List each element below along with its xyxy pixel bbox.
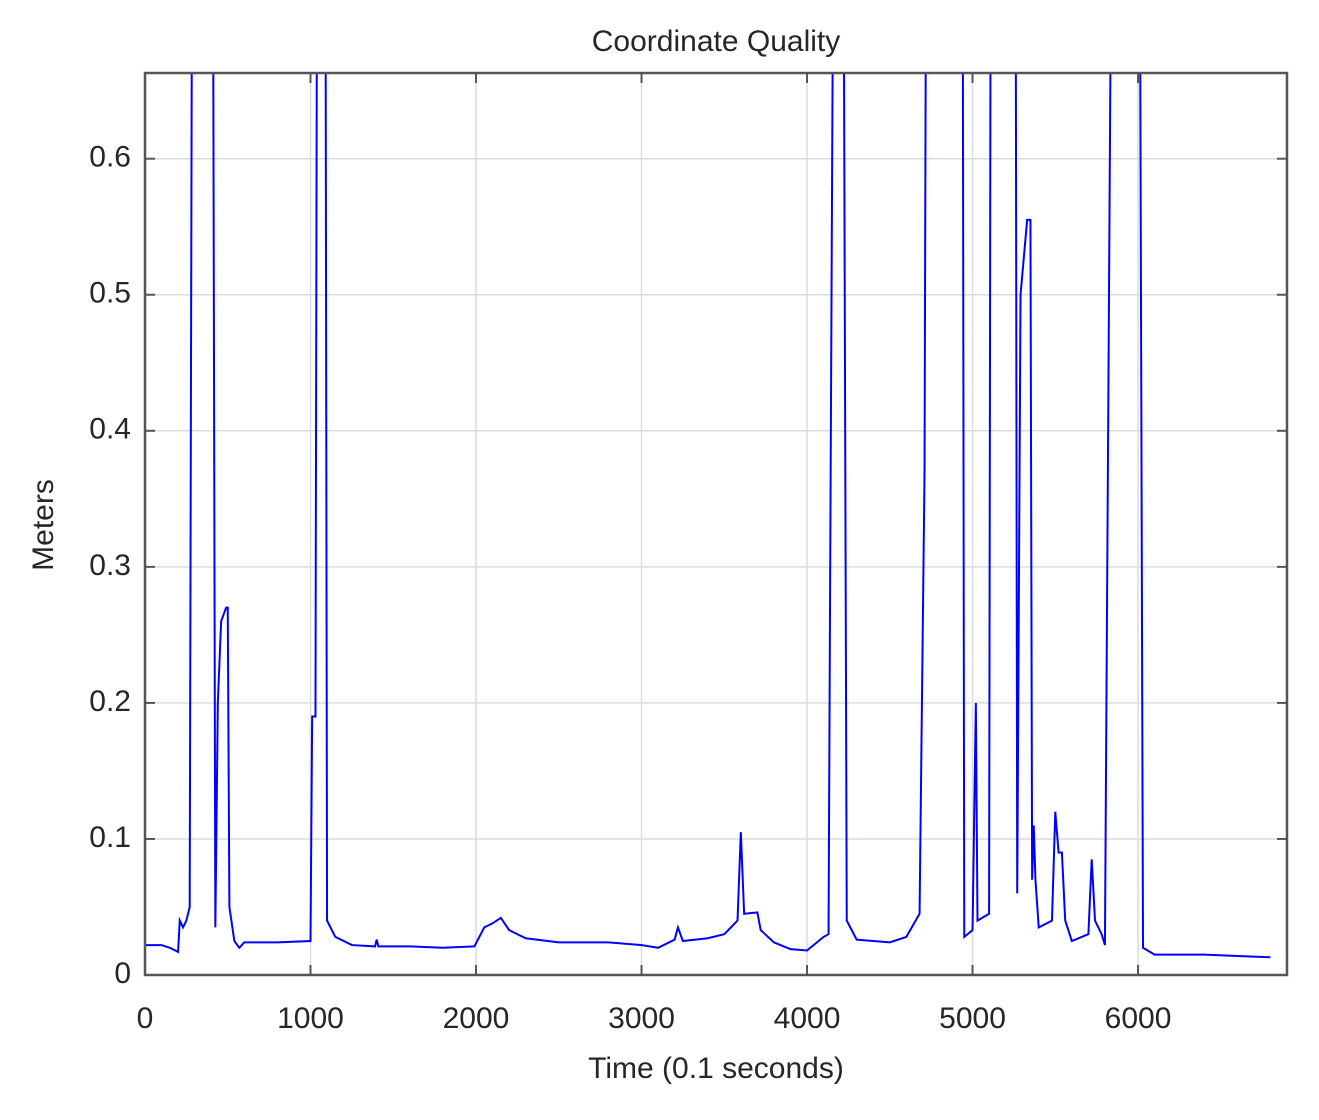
x-tick-label: 0: [137, 1002, 154, 1035]
y-tick-label: 0.3: [89, 549, 131, 582]
y-tick-label: 0.6: [89, 141, 131, 174]
y-tick-label: 0.2: [89, 685, 131, 718]
y-tick-label: 0: [114, 957, 131, 990]
y-tick-label: 0.5: [89, 277, 131, 310]
y-tick-label: 0.4: [89, 413, 131, 446]
x-tick-label: 6000: [1105, 1002, 1172, 1035]
x-tick-label: 3000: [608, 1002, 675, 1035]
x-tick-label: 2000: [443, 1002, 510, 1035]
data-line: [145, 73, 1271, 959]
y-tick-label: 0.1: [89, 821, 131, 854]
plot-frame: [143, 71, 1289, 977]
x-axis-label: Time (0.1 seconds): [588, 1052, 844, 1085]
x-tick-label: 5000: [939, 1002, 1006, 1035]
x-tick-label: 4000: [774, 1002, 841, 1035]
chart-title: Coordinate Quality: [592, 25, 840, 58]
x-tick-label: 1000: [277, 1002, 344, 1035]
y-axis-label: Meters: [27, 479, 60, 571]
